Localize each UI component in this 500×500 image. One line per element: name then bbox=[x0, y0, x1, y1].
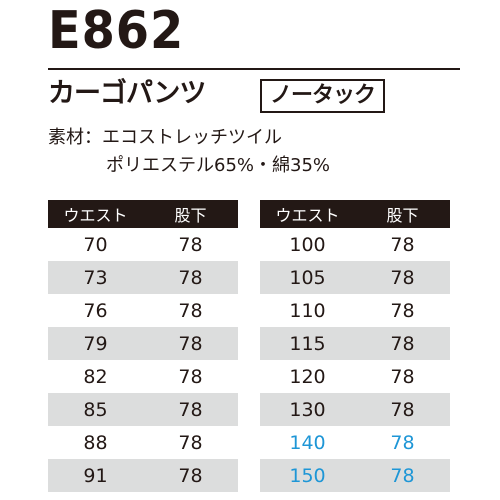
material-fabric: エコストレッチツイル bbox=[102, 127, 282, 148]
table-row: 70 78 bbox=[48, 228, 238, 261]
waist-cell: 95 bbox=[48, 492, 143, 500]
inseam-cell: 78 bbox=[355, 393, 450, 426]
size-table-header-row: ウエスト 股下 bbox=[48, 200, 238, 228]
inseam-cell: 78 bbox=[390, 233, 415, 256]
waist-cell: 115 bbox=[260, 327, 355, 360]
material-label: 素材： bbox=[48, 127, 102, 148]
tuck-type-badge: ノータック bbox=[260, 79, 386, 113]
waist-cell: 76 bbox=[83, 299, 108, 322]
inseam-cell: 78 bbox=[355, 327, 450, 360]
inseam-cell: 78 bbox=[143, 459, 238, 492]
inseam-cell: 78 bbox=[390, 299, 415, 322]
table-row: 130 78 bbox=[260, 393, 450, 426]
table-row: 105 78 bbox=[260, 261, 450, 294]
size-table-left: ウエスト 股下 70 78 73 78 76 78 79 78 82 78 85 78 88… bbox=[48, 200, 238, 500]
table-row: 88 78 bbox=[48, 426, 238, 459]
inseam-cell: 78 bbox=[178, 299, 203, 322]
model-code: E862 bbox=[48, 1, 185, 61]
table-row: 9578 bbox=[48, 492, 238, 500]
waist-cell: 130 bbox=[260, 393, 355, 426]
waist-cell: 88 bbox=[83, 431, 108, 454]
inseam-cell: 78 bbox=[143, 492, 238, 500]
material-line-fabric: 素材：エコストレッチツイル bbox=[48, 124, 330, 152]
waist-cell: 91 bbox=[48, 459, 143, 492]
waist-cell: 140 bbox=[289, 431, 326, 454]
material-composition: ポリエステル65%・綿35% bbox=[106, 155, 331, 176]
table-row-highlighted: 140 78 bbox=[260, 426, 450, 459]
table-row: 110 78 bbox=[260, 294, 450, 327]
waist-cell: 82 bbox=[83, 365, 108, 388]
inseam-cell: 78 bbox=[390, 365, 415, 388]
table-row: 73 78 bbox=[48, 261, 238, 294]
size-table-header-row: ウエスト 股下 bbox=[260, 200, 450, 228]
waist-cell: 73 bbox=[48, 261, 143, 294]
waist-cell: 110 bbox=[289, 299, 326, 322]
inseam-cell: 78 bbox=[143, 393, 238, 426]
table-row: 120 78 bbox=[260, 360, 450, 393]
material-info: 素材：エコストレッチツイル ポリエステル65%・綿35% bbox=[48, 124, 330, 180]
table-row: 100 78 bbox=[260, 228, 450, 261]
size-table-right: ウエスト 股下 100 78 105 78 110 78 115 78 120 78 13… bbox=[260, 200, 450, 492]
waist-cell: 85 bbox=[48, 393, 143, 426]
table-row: 115 78 bbox=[260, 327, 450, 360]
table-row: 79 78 bbox=[48, 327, 238, 360]
waist-cell: 120 bbox=[289, 365, 326, 388]
waist-cell: 79 bbox=[48, 327, 143, 360]
inseam-cell: 78 bbox=[178, 233, 203, 256]
inseam-cell: 78 bbox=[355, 261, 450, 294]
title-divider bbox=[48, 68, 460, 70]
waist-cell: 100 bbox=[289, 233, 326, 256]
product-name: カーゴパンツ bbox=[48, 78, 206, 109]
inseam-cell: 78 bbox=[390, 431, 415, 454]
table-row: 91 78 bbox=[48, 459, 238, 492]
header-waist: ウエスト bbox=[48, 200, 143, 228]
table-row: 85 78 bbox=[48, 393, 238, 426]
inseam-cell: 78 bbox=[143, 261, 238, 294]
inseam-cell: 78 bbox=[178, 365, 203, 388]
header-waist: ウエスト bbox=[260, 200, 355, 228]
table-row: 82 78 bbox=[48, 360, 238, 393]
inseam-cell: 78 bbox=[143, 327, 238, 360]
header-inseam: 股下 bbox=[143, 200, 238, 228]
waist-cell: 150 bbox=[260, 459, 355, 492]
header-inseam: 股下 bbox=[355, 200, 450, 228]
table-row-highlighted: 150 78 bbox=[260, 459, 450, 492]
inseam-cell: 78 bbox=[178, 431, 203, 454]
waist-cell: 105 bbox=[260, 261, 355, 294]
waist-cell: 70 bbox=[83, 233, 108, 256]
inseam-cell: 78 bbox=[355, 459, 450, 492]
table-row: 76 78 bbox=[48, 294, 238, 327]
